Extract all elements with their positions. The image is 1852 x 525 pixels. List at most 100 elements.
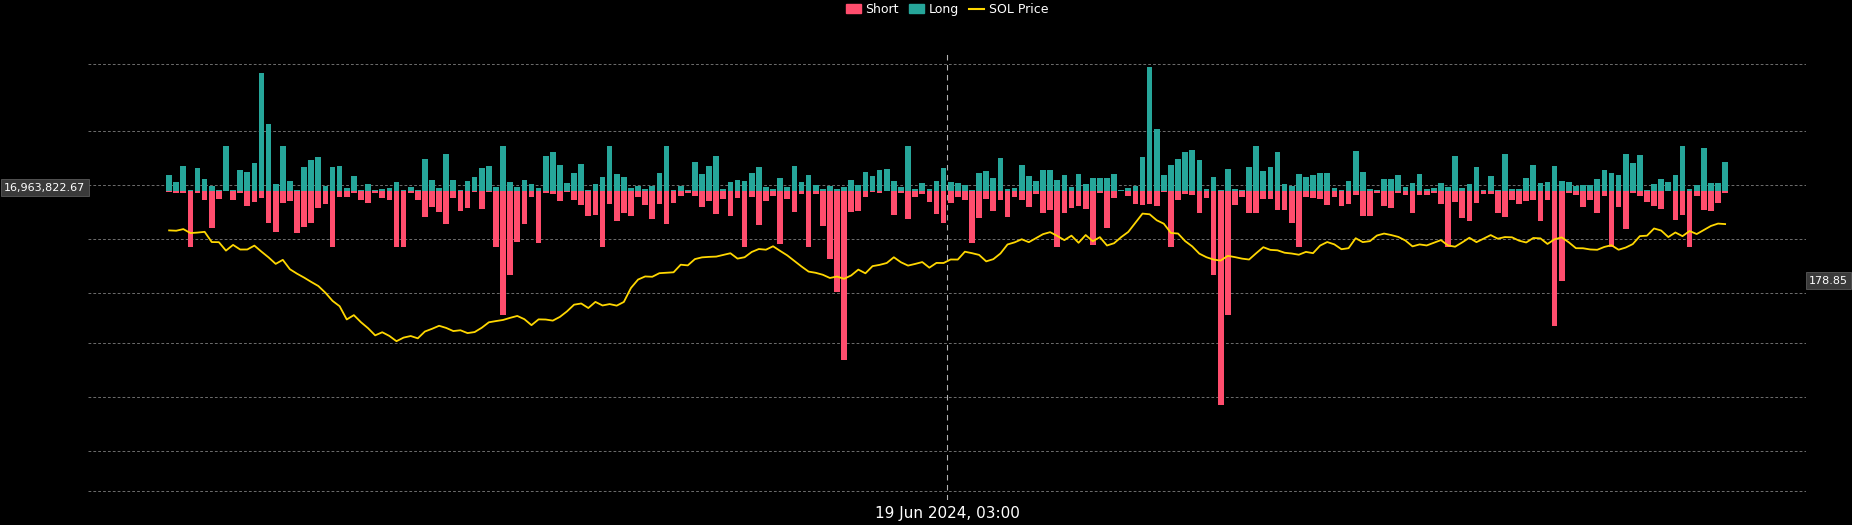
Bar — [1246, 191, 1252, 213]
Bar — [620, 177, 626, 191]
Bar — [209, 186, 215, 191]
Bar — [813, 185, 819, 191]
Bar — [1695, 185, 1700, 191]
Bar — [202, 191, 207, 200]
Bar — [1282, 184, 1287, 191]
Bar — [1091, 191, 1096, 245]
Bar — [1274, 191, 1280, 210]
Bar — [1567, 191, 1572, 193]
Bar — [565, 183, 570, 191]
Bar — [337, 191, 343, 197]
Bar — [743, 191, 748, 247]
Bar — [713, 156, 719, 191]
Bar — [656, 191, 663, 204]
Bar — [848, 191, 854, 212]
Bar — [1637, 191, 1643, 196]
Bar — [593, 184, 598, 191]
Bar — [570, 173, 578, 191]
Bar — [244, 191, 250, 206]
Bar — [1119, 190, 1124, 191]
Text: 16,963,822.67: 16,963,822.67 — [4, 183, 85, 193]
Bar — [1309, 191, 1317, 198]
Bar — [1161, 191, 1167, 192]
Bar — [1474, 191, 1480, 203]
Bar — [1076, 174, 1082, 191]
Bar — [174, 182, 180, 191]
Bar — [1054, 180, 1059, 191]
Bar — [1204, 191, 1209, 198]
Bar — [1382, 191, 1387, 206]
Bar — [1254, 146, 1259, 191]
Bar — [265, 123, 272, 191]
Bar — [543, 191, 548, 193]
Bar — [1374, 191, 1380, 193]
Bar — [1658, 178, 1665, 191]
Bar — [237, 171, 243, 191]
Bar — [735, 180, 741, 191]
Bar — [663, 146, 669, 191]
Bar — [272, 191, 278, 232]
Bar — [1026, 191, 1032, 207]
Bar — [1432, 188, 1437, 191]
Bar — [1637, 155, 1643, 191]
Bar — [1402, 191, 1408, 195]
Bar — [1111, 174, 1117, 191]
Bar — [870, 191, 876, 192]
Bar — [252, 163, 257, 191]
Bar — [643, 188, 648, 191]
Bar — [1026, 176, 1032, 191]
Bar — [743, 181, 748, 191]
Bar — [1367, 191, 1372, 216]
Bar — [1048, 170, 1054, 191]
Bar — [507, 191, 513, 276]
Bar — [287, 191, 293, 201]
Bar — [344, 187, 350, 191]
Bar — [1069, 187, 1074, 191]
Bar — [1409, 191, 1415, 213]
Bar — [1274, 152, 1280, 191]
Bar — [635, 186, 641, 191]
Bar — [720, 191, 726, 199]
Bar — [557, 191, 563, 201]
Bar — [1389, 178, 1395, 191]
Bar — [828, 191, 833, 258]
Bar — [1474, 167, 1480, 191]
X-axis label: 19 Jun 2024, 03:00: 19 Jun 2024, 03:00 — [874, 506, 1020, 521]
Bar — [1587, 185, 1593, 191]
Bar — [1645, 191, 1650, 202]
Bar — [1552, 165, 1558, 191]
Bar — [315, 191, 320, 208]
Bar — [1339, 191, 1345, 206]
Bar — [387, 191, 393, 201]
Bar — [1061, 191, 1067, 213]
Bar — [1317, 173, 1322, 191]
Bar — [480, 169, 485, 191]
Bar — [998, 159, 1004, 191]
Bar — [791, 166, 796, 191]
Bar — [650, 191, 656, 219]
Bar — [1304, 177, 1309, 191]
Bar — [883, 169, 889, 191]
Bar — [217, 191, 222, 199]
Bar — [585, 190, 591, 191]
Bar — [280, 146, 285, 191]
Bar — [1346, 181, 1352, 191]
Bar — [322, 191, 328, 204]
Bar — [259, 191, 265, 198]
Bar — [1695, 191, 1700, 196]
Bar — [1487, 191, 1493, 194]
Bar — [1374, 190, 1380, 191]
Bar — [1246, 167, 1252, 191]
Bar — [302, 191, 307, 227]
Bar — [1672, 175, 1678, 191]
Bar — [1096, 191, 1102, 193]
Bar — [1487, 175, 1493, 191]
Bar — [1296, 191, 1302, 247]
Bar — [1219, 191, 1224, 405]
Bar — [400, 191, 406, 247]
Bar — [357, 191, 363, 200]
Bar — [194, 168, 200, 191]
Bar — [856, 191, 861, 211]
Bar — [1395, 191, 1402, 193]
Bar — [1267, 191, 1272, 199]
